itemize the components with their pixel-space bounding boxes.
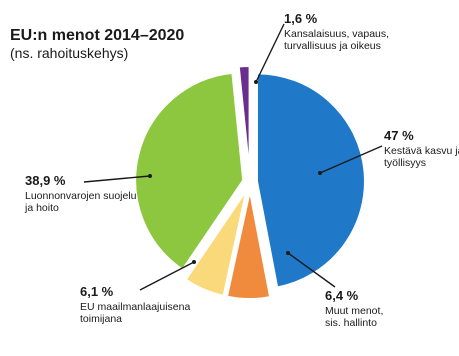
- slice-category-label: EU maailmanlaajuisena: [80, 301, 190, 313]
- slice-value-label: 38,9 %: [25, 173, 66, 188]
- pie-slice: [134, 71, 245, 271]
- leader-line: [319, 145, 383, 174]
- pie-slice: [184, 189, 248, 298]
- slice-value-label: 47 %: [384, 128, 414, 143]
- slice-value-label: 6,1 %: [80, 284, 114, 299]
- slice-value-label: 6,4 %: [325, 288, 359, 303]
- slice-category-label: turvallisuus ja oikeus: [284, 40, 381, 52]
- pie-slice: [237, 65, 251, 175]
- leader-dot: [192, 260, 196, 264]
- leader-line: [255, 23, 285, 83]
- slice-category-label: Muut menot,: [325, 305, 383, 317]
- slice-category-label: työllisyys: [384, 157, 426, 169]
- slice-category-label: Luonnonvarojen suojelu: [25, 190, 137, 202]
- leader-dot: [254, 80, 258, 84]
- leader-line: [287, 252, 336, 288]
- leader-line: [139, 261, 195, 291]
- leader-dot: [318, 171, 322, 175]
- chart-title: EU:n menot 2014–2020: [10, 27, 184, 44]
- leader-line: [83, 175, 151, 183]
- leader-dot: [286, 251, 290, 255]
- pie-slice: [225, 190, 272, 300]
- pie-slice: [255, 72, 366, 289]
- slice-category-label: Kestävä kasvu ja: [384, 145, 459, 157]
- slice-category-label: toimijana: [80, 313, 122, 325]
- slice-category-label: ja hoito: [24, 202, 59, 214]
- slice-category-label: sis. hallinto: [325, 317, 377, 329]
- chart-subtitle: (ns. rahoituskehys): [10, 45, 128, 61]
- leader-dot: [148, 174, 152, 178]
- slice-value-label: 1,6 %: [284, 11, 318, 26]
- slice-category-label: Kansalaisuus, vapaus,: [284, 28, 389, 40]
